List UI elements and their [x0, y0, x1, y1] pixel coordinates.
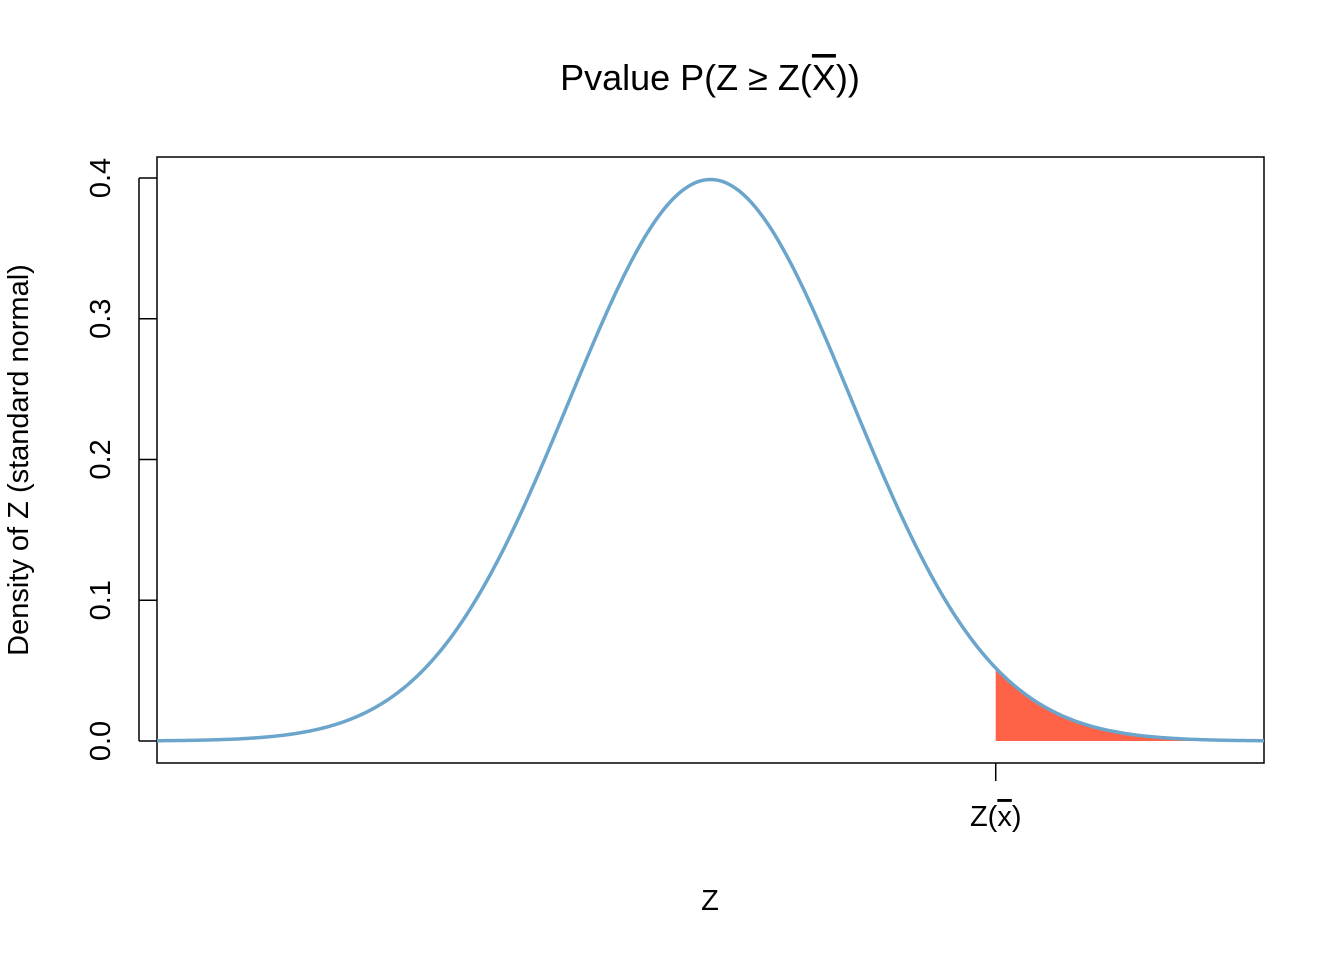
- y-tick-label: 0.4: [85, 158, 117, 198]
- y-tick-label: 0.0: [85, 721, 117, 761]
- y-tick-label: 0.2: [85, 439, 117, 479]
- y-axis: 0.0 0.1 0.2 0.3 0.4: [85, 158, 157, 761]
- pvalue-shaded-area: [995, 668, 1264, 741]
- x-tick-label: Z(x): [970, 801, 1022, 833]
- x-axis: Z(x): [970, 763, 1022, 833]
- y-axis-label: Density of Z (standard normal): [3, 264, 35, 656]
- y-tick-label: 0.1: [85, 580, 117, 620]
- x-axis-label: Z: [701, 885, 719, 917]
- y-tick-label: 0.3: [85, 299, 117, 339]
- title-overlined-x: X: [812, 57, 836, 98]
- x-tick-overlined-x: x: [997, 801, 1012, 833]
- plot-frame: [156, 156, 1265, 764]
- chart-title: Pvalue P(Z ≥ Z(X)): [560, 57, 860, 98]
- density-curve: [156, 177, 1265, 743]
